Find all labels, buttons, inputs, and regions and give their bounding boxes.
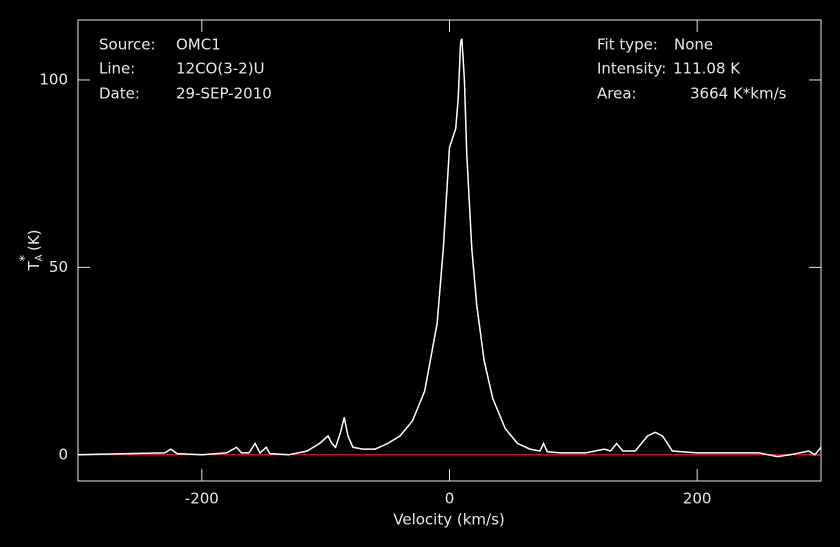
y-tick-label: 0 bbox=[58, 445, 68, 463]
y-label-unit: (K) bbox=[25, 229, 43, 251]
annotation-key: Intensity: bbox=[597, 60, 666, 78]
y-tick-label: 50 bbox=[49, 258, 68, 276]
annotation-key: Date: bbox=[99, 85, 140, 103]
y-label-symbol: T bbox=[25, 261, 43, 272]
annotation-value: None bbox=[674, 36, 713, 54]
annotation-value: 3664 K*km/s bbox=[690, 85, 787, 103]
y-label-superscript: * bbox=[18, 255, 33, 262]
x-axis-label: Velocity (km/s) bbox=[393, 511, 504, 529]
annotation-value: OMC1 bbox=[176, 36, 221, 54]
y-tick-label: 100 bbox=[39, 70, 68, 88]
annotation-value: 12CO(3-2)U bbox=[176, 60, 265, 78]
x-tick-label: -200 bbox=[185, 490, 219, 508]
spectrum-line bbox=[77, 38, 822, 458]
x-tick-label: 0 bbox=[445, 490, 455, 508]
annotation-key: Fit type: bbox=[597, 36, 658, 54]
y-axis-label: TA* (K) bbox=[18, 229, 46, 271]
annotation-key: Line: bbox=[99, 60, 135, 78]
annotation-value: 111.08 K bbox=[673, 60, 741, 78]
annotation-value: 29-SEP-2010 bbox=[176, 85, 272, 103]
annotation-key: Source: bbox=[99, 36, 156, 54]
y-label-subscript: A bbox=[34, 254, 45, 261]
annotation-key: Area: bbox=[597, 85, 637, 103]
x-tick-label: 200 bbox=[683, 490, 712, 508]
